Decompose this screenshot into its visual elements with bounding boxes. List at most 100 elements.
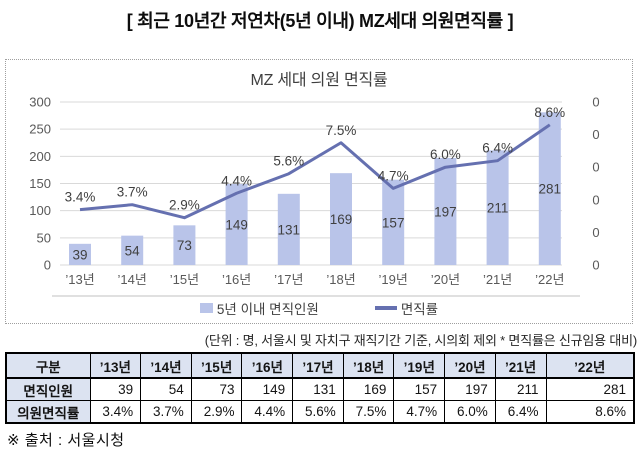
x-axis-label: ’14년 (118, 272, 147, 287)
chart-title: MZ 세대 의원 면직률 (250, 72, 388, 89)
bar-value-label: 39 (72, 247, 87, 262)
x-axis-label: ’17년 (274, 272, 303, 287)
line-value-label: 6.4% (482, 141, 513, 156)
right-axis-tick-label: 0 (592, 160, 599, 175)
table-header-row: 구분 ’13년 ’14년 ’15년 ’16년 ’17년 ’18년 ’19년 ’20년 ’21년 ’2… (5, 352, 635, 379)
bar-value-label: 211 (487, 201, 509, 216)
table-cell: 131 (292, 377, 344, 401)
bar (434, 157, 457, 265)
legend-item-line: 면직률 (374, 298, 439, 318)
line-value-label: 4.4% (221, 173, 252, 188)
table-cell: 281 (545, 377, 635, 401)
table-cell: 7.5% (342, 400, 395, 424)
table-row-label: 의원면직률 (5, 400, 91, 424)
chart-panel: 0 50 100 150 200 250 300 0 0 0 0 0 0 39 54 73 149 131 169 1… (5, 59, 633, 324)
right-axis-tick-label: 0 (592, 258, 599, 273)
bar (225, 184, 248, 265)
bar (486, 150, 509, 265)
x-axis-label: ’13년 (65, 272, 94, 287)
line-value-label: 5.6% (273, 154, 304, 169)
bar (330, 173, 352, 265)
legend-label-line: 면직률 (400, 302, 439, 317)
left-axis-tick-label: 0 (44, 258, 51, 273)
table-row: 면직인원 39 54 73 149 131 169 157 197 211 281 (5, 377, 635, 401)
table-header-cell: ’20년 (444, 352, 496, 379)
bar (382, 179, 405, 265)
bar-value-label: 169 (330, 212, 353, 227)
table-cell: 149 (241, 377, 294, 401)
table-cell: 157 (393, 377, 446, 401)
table-cell: 54 (140, 377, 192, 401)
line-value-label: 3.4% (65, 190, 96, 205)
table-cell: 73 (190, 377, 243, 401)
line-value-label: 3.7% (117, 185, 148, 200)
left-axis-tick-label: 150 (29, 176, 51, 191)
x-axis-label: ’20년 (431, 272, 460, 287)
combo-chart: 0 50 100 150 200 250 300 0 0 0 0 0 0 39 54 73 149 131 169 1… (6, 60, 632, 327)
table-cell: 4.7% (393, 400, 446, 424)
bar-value-label: 54 (125, 243, 141, 258)
table-cell: 169 (342, 377, 395, 401)
bar (69, 243, 91, 265)
table-header-cell: ’16년 (241, 352, 294, 379)
x-axis-label: ’22년 (535, 272, 564, 287)
line-value-label: 7.5% (326, 123, 357, 138)
bar (121, 235, 144, 265)
bar-value-label: 197 (434, 204, 457, 219)
table-cell: 2.9% (190, 400, 243, 424)
table-row-label: 면직인원 (5, 377, 91, 401)
table-header-cell: ’21년 (494, 352, 547, 379)
x-axis-label: ’15년 (170, 272, 199, 287)
right-axis-tick-label: 0 (592, 192, 599, 207)
x-axis-label: ’19년 (379, 272, 408, 287)
left-axis-tick-label: 50 (37, 230, 51, 245)
bar-value-label: 157 (382, 215, 405, 230)
legend-label-bar: 5년 이내 면직인원 (216, 302, 319, 317)
table-cell: 3.4% (89, 400, 142, 424)
legend-item-bar: 5년 이내 면직인원 (199, 298, 319, 318)
line-value-label: 8.6% (534, 105, 565, 120)
line-swatch-icon (374, 306, 397, 310)
x-axis-label: ’18년 (326, 272, 355, 287)
bar (538, 112, 561, 265)
table-header-cell: ’22년 (545, 352, 635, 379)
table-cell: 8.6% (545, 400, 635, 424)
page-title: [ 최근 10년간 저연차(5년 이내) MZ세대 의원면직률 ] (126, 11, 514, 31)
chart-legend: 5년 이내 면직인원 면직률 (6, 298, 632, 318)
left-axis-tick-label: 300 (29, 95, 51, 110)
line-series (79, 123, 551, 220)
table-cell: 6.0% (444, 400, 496, 424)
table-cell: 39 (89, 377, 142, 401)
left-axis-tick-label: 250 (29, 122, 51, 137)
table-cell: 197 (444, 377, 496, 401)
bar-value-label: 131 (278, 222, 301, 237)
x-axis-label: ’21년 (483, 272, 512, 287)
line-value-label: 2.9% (169, 198, 200, 213)
line-value-label: 4.7% (378, 168, 409, 183)
table-header-cell: ’17년 (292, 352, 344, 379)
table-cell: 3.7% (140, 400, 192, 424)
data-table: 구분 ’13년 ’14년 ’15년 ’16년 ’17년 ’18년 ’19년 ’20년 ’21년 ’2… (5, 352, 635, 424)
bar (173, 225, 196, 265)
table-header-cell: 구분 (5, 352, 91, 379)
table-row: 의원면직률 3.4% 3.7% 2.9% 4.4% 5.6% 7.5% 4.7% 6.0% 6.4… (5, 400, 635, 424)
left-axis-tick-label: 100 (29, 203, 51, 218)
source-note: ※ 출처 : 서울시청 (7, 432, 125, 449)
right-axis-tick-label: 0 (592, 95, 599, 110)
table-header-cell: ’14년 (140, 352, 192, 379)
right-axis-tick-label: 0 (592, 127, 599, 142)
left-axis-tick-label: 200 (29, 149, 51, 164)
table-cell: 211 (494, 377, 547, 401)
unit-note: (단위 : 명, 서울시 및 자치구 재직기간 기준, 시의회 제외 * 면직률… (204, 333, 637, 348)
table-header-cell: ’15년 (190, 352, 243, 379)
bar-value-label: 73 (177, 238, 192, 253)
table-header-cell: ’13년 (89, 352, 142, 379)
bar-value-label: 281 (539, 182, 562, 197)
table-cell: 5.6% (292, 400, 344, 424)
chart-svg: 0 50 100 150 200 250 300 0 0 0 0 0 0 39 54 73 149 131 169 1… (29, 95, 600, 297)
bar-swatch-icon (199, 303, 213, 313)
table-header-cell: ’19년 (393, 352, 446, 379)
bar (277, 193, 300, 265)
table-cell: 4.4% (241, 400, 294, 424)
